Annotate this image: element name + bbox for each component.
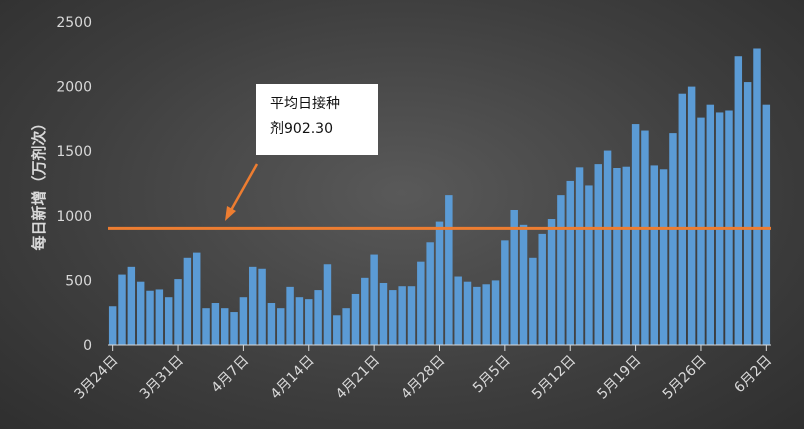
bar	[127, 266, 136, 345]
bar	[426, 242, 434, 345]
y-tick-label: 2500	[56, 15, 92, 31]
bars	[108, 48, 771, 346]
x-tick-label: 5月26日	[660, 353, 710, 403]
x-tick-label: 3月24日	[71, 353, 121, 403]
x-tick-label: 4月28日	[398, 353, 448, 403]
bar	[622, 166, 630, 345]
bar	[389, 290, 397, 345]
bar	[351, 293, 360, 345]
bar	[697, 117, 705, 345]
bar	[566, 180, 574, 345]
bar	[342, 308, 350, 345]
bar	[323, 264, 332, 345]
bar	[379, 282, 388, 345]
bar	[734, 56, 743, 345]
annotation-box: 平均日接种 剂902.30	[256, 84, 378, 155]
bar	[407, 286, 416, 345]
bar	[239, 297, 248, 345]
annotation-label-line2: 剂902.30	[270, 121, 333, 137]
bar	[650, 165, 659, 345]
y-tick-label: 0	[83, 338, 92, 354]
x-tick-label: 5月12日	[529, 353, 579, 403]
bar	[762, 104, 771, 345]
bar	[155, 289, 164, 345]
annotation-arrow	[225, 163, 259, 221]
bar	[286, 286, 294, 345]
bar	[398, 286, 406, 345]
bar	[333, 315, 341, 345]
bar	[678, 93, 687, 346]
bar	[417, 261, 425, 345]
bar	[659, 169, 668, 345]
bar	[258, 268, 266, 345]
bar	[547, 219, 556, 345]
bar	[454, 276, 462, 345]
bar	[183, 257, 192, 345]
bar	[136, 281, 145, 345]
bar	[295, 297, 304, 345]
bar	[202, 308, 210, 345]
y-tick-label: 1500	[56, 144, 92, 160]
bar	[510, 209, 518, 345]
bar	[220, 308, 229, 345]
x-axis: 3月24日 3月31日 4月7日 4月14日 4月21日 4月28日 5月5日 5月12日 5月…	[71, 344, 775, 403]
bar	[435, 221, 444, 345]
x-tick-label: 5月19日	[594, 353, 644, 403]
bar	[277, 308, 285, 345]
bar	[230, 312, 238, 345]
bar	[108, 306, 117, 345]
bar	[631, 124, 640, 346]
bar	[361, 277, 369, 345]
bar	[146, 290, 154, 345]
bar	[305, 299, 313, 345]
bar	[557, 195, 565, 345]
bar	[174, 279, 182, 345]
bar	[529, 257, 537, 345]
y-tick-label: 500	[65, 273, 92, 289]
bar	[314, 290, 322, 345]
bar	[613, 167, 621, 345]
y-axis: 0 500 1000 1500 2000 2500	[56, 15, 92, 354]
bar	[753, 48, 761, 346]
bar	[641, 130, 649, 345]
bar	[249, 266, 257, 345]
x-tick-label: 4月14日	[268, 353, 318, 403]
bar	[603, 150, 612, 345]
bar	[164, 297, 173, 345]
bar	[585, 185, 593, 345]
bar	[463, 281, 472, 345]
x-tick-label: 6月2日	[731, 353, 775, 397]
bar	[370, 254, 378, 345]
y-tick-label: 2000	[56, 80, 92, 96]
bar	[687, 86, 696, 345]
bar	[445, 195, 453, 345]
y-axis-label: 每日新增（万剂次）	[30, 115, 48, 250]
bar	[594, 164, 602, 345]
bar	[669, 133, 677, 345]
bar	[192, 252, 201, 345]
bar	[267, 303, 276, 345]
x-tick-label: 5月5日	[470, 353, 514, 397]
bar	[501, 240, 509, 345]
bar	[491, 280, 500, 345]
bar	[743, 82, 752, 345]
x-tick-label: 4月7日	[209, 353, 253, 397]
annotation-label-line1: 平均日接种	[270, 95, 340, 112]
bar	[519, 224, 528, 345]
bar	[575, 167, 584, 345]
bar	[473, 286, 481, 345]
bar	[482, 284, 490, 345]
bar	[118, 274, 126, 345]
bar	[211, 303, 220, 345]
y-tick-label: 1000	[56, 209, 92, 225]
x-tick-label: 4月21日	[333, 353, 383, 403]
x-tick-label: 3月31日	[137, 353, 187, 403]
bar	[538, 233, 546, 345]
bar	[706, 104, 715, 345]
